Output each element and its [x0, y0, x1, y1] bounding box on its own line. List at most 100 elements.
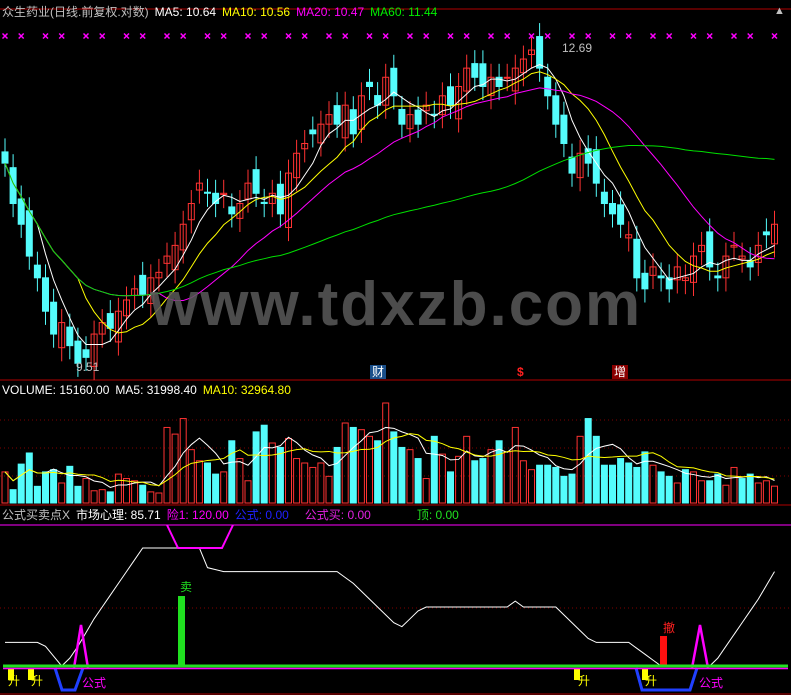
signal-x-marker	[730, 32, 738, 40]
high-price-label: 12.69	[562, 41, 593, 55]
candle-body	[406, 114, 414, 130]
formula-trough	[634, 667, 699, 692]
risk-plateau	[166, 524, 234, 549]
volume-bar	[139, 484, 147, 504]
volume-header: VOLUME: 15160.00 MA5: 31998.40 MA10: 32964…	[2, 383, 297, 397]
volume-ma10: MA10: 32964.80	[202, 383, 291, 397]
formula-signal-label: 公式	[699, 676, 724, 690]
volume-bar	[633, 466, 641, 504]
volume-bar	[309, 466, 317, 504]
formula-buy-peak	[690, 624, 710, 669]
volume-bar	[366, 435, 373, 504]
signal-x-marker	[406, 32, 414, 40]
volume-ma5: MA5: 31998.40	[115, 383, 197, 397]
low-price-label: 9.51	[76, 360, 100, 374]
ma60-value: MA60: 11.44	[370, 5, 438, 19]
formula-value: 公式: 0.00	[234, 508, 289, 522]
sell-bar	[178, 596, 185, 666]
candle-body	[220, 192, 228, 196]
candle-body	[633, 238, 641, 279]
rise-label: 升	[645, 674, 658, 688]
signal-x-marker	[1, 32, 9, 40]
volume-bar	[609, 464, 616, 504]
candle-body	[285, 172, 292, 228]
volume-bar	[641, 451, 649, 504]
candle-body	[187, 203, 195, 221]
volume-bar	[746, 473, 754, 504]
candle-body	[479, 63, 487, 88]
signal-x-marker	[504, 32, 511, 40]
volume-bar	[293, 458, 301, 504]
volume-bar	[771, 485, 778, 504]
volume-bar	[438, 453, 446, 504]
signal-x-marker	[609, 32, 616, 40]
volume-bar	[195, 460, 203, 504]
volume-bar	[341, 422, 349, 504]
volume-bar	[131, 480, 139, 504]
increase-marker[interactable]: 增	[612, 365, 629, 379]
volume-bar	[600, 464, 608, 504]
volume-value: VOLUME: 15160.00	[2, 383, 110, 397]
candle-body	[349, 109, 357, 135]
volume-bar	[544, 464, 552, 504]
candle-body	[252, 169, 260, 194]
candle-body	[730, 244, 738, 248]
finance-marker[interactable]: 财	[370, 365, 387, 379]
candle-body	[503, 76, 511, 79]
signal-x-marker	[342, 32, 349, 40]
candle-body	[771, 223, 778, 245]
volume-bar	[398, 446, 406, 504]
signal-x-marker	[771, 32, 778, 40]
volume-bar	[617, 458, 625, 504]
signal-x-marker	[139, 32, 146, 40]
candle-body	[422, 104, 430, 112]
signal-x-marker	[585, 32, 592, 40]
volume-bar	[301, 462, 309, 504]
volume-bar	[98, 489, 106, 504]
signal-x-marker	[544, 32, 551, 40]
candle-body	[568, 156, 576, 174]
candle-body	[544, 76, 552, 97]
indicator-title[interactable]: 公式买卖点X	[2, 508, 71, 522]
volume-bar	[414, 458, 422, 504]
signal-x-marker	[220, 32, 227, 40]
signal-x-marker	[261, 32, 268, 40]
candle-body	[33, 264, 41, 279]
signal-x-marker	[42, 32, 49, 40]
volume-bar	[447, 471, 454, 504]
signal-x-marker	[244, 32, 252, 40]
volume-bar	[179, 418, 187, 504]
withdraw-signal-label: 撤	[663, 621, 676, 635]
candle-body	[609, 203, 616, 215]
signal-x-marker	[649, 32, 657, 40]
volume-bar	[349, 426, 357, 504]
volume-bar	[317, 462, 325, 504]
volume-bar	[123, 478, 130, 504]
volume-bar	[519, 460, 527, 504]
candle-body	[706, 231, 714, 268]
candle-body	[681, 277, 689, 282]
rise-label: 升	[31, 674, 44, 688]
candle-body	[1, 151, 9, 164]
volume-bar	[1, 471, 9, 504]
candle-body	[576, 152, 584, 179]
volume-bar	[730, 466, 738, 504]
dividend-marker[interactable]: $	[517, 365, 524, 379]
signal-x-marker	[325, 32, 333, 40]
volume-bar	[754, 482, 762, 504]
candle-body	[309, 129, 317, 135]
volume-bar	[357, 429, 365, 504]
signal-x-marker	[666, 32, 673, 40]
formula-buy-peak	[72, 624, 90, 669]
candle-body	[495, 76, 503, 88]
volume-bar	[382, 402, 390, 504]
collapse-arrow-icon[interactable]: ▲	[774, 5, 785, 17]
signal-x-marker	[382, 32, 389, 40]
candle-body	[50, 301, 58, 335]
volume-bar	[244, 480, 252, 504]
candle-body	[649, 266, 657, 276]
candle-body	[665, 277, 673, 290]
candle-body	[228, 206, 236, 215]
volume-bar	[236, 458, 244, 504]
